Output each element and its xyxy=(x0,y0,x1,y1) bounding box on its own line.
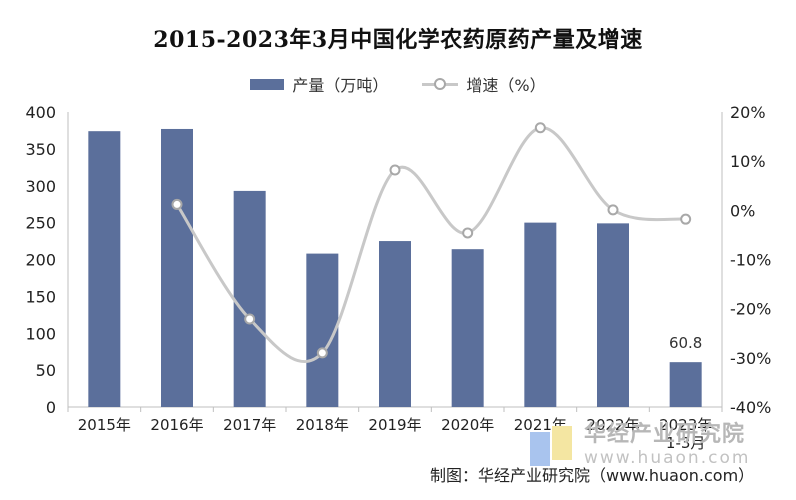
growth-point xyxy=(607,204,619,216)
growth-point xyxy=(462,227,474,239)
growth-point xyxy=(680,213,692,225)
y-left-tick-label: 350 xyxy=(25,140,56,159)
x-tick-label: 2017年 xyxy=(223,416,276,434)
x-tick-label: 1-3月 xyxy=(666,434,706,452)
legend-label-output: 产量（万吨） xyxy=(292,76,389,95)
bar xyxy=(233,190,266,407)
chart-title: 2015-2023年3月中国化学农药原药产量及增速 xyxy=(153,27,643,53)
bar xyxy=(669,362,702,407)
bar xyxy=(379,241,411,407)
growth-point xyxy=(389,164,401,176)
growth-line xyxy=(175,126,686,363)
bar xyxy=(88,131,121,408)
x-tick-label: 2019年 xyxy=(368,416,421,434)
y-left-tick-label: 50 xyxy=(36,361,56,380)
legend-label-growth: 增速（%） xyxy=(466,76,546,95)
x-tick-label: 2022年 xyxy=(586,416,639,434)
bar xyxy=(306,253,339,407)
watermark: 华经产业研究院 www.huaon.com xyxy=(530,424,750,467)
watermark-logo-icon xyxy=(530,425,576,466)
y-right-tick-label: -30% xyxy=(730,349,771,368)
growth-point xyxy=(534,122,546,134)
legend: 产量（万吨） 增速（%） xyxy=(0,72,796,96)
y-left-tick-label: 300 xyxy=(25,177,56,196)
legend-item-growth: 增速（%） xyxy=(422,72,546,96)
legend-item-output: 产量（万吨） xyxy=(250,72,388,96)
watermark-text: 华经产业研究院 xyxy=(584,422,746,447)
bar xyxy=(451,249,484,407)
bar xyxy=(597,223,629,407)
x-tick-label: 2018年 xyxy=(296,416,349,434)
y-right-tick-label: -20% xyxy=(730,300,771,319)
growth-point xyxy=(244,313,256,325)
source-note: 制图：华经产业研究院（www.huaon.com） xyxy=(430,466,755,485)
growth-point xyxy=(316,347,328,359)
data-label: 60.8 xyxy=(669,334,702,352)
y-right-tick-label: 20% xyxy=(730,103,766,122)
y-left-tick-label: 250 xyxy=(25,214,56,233)
y-right-tick-label: -40% xyxy=(730,398,771,417)
y-right-tick-label: -10% xyxy=(730,251,771,270)
y-left-tick-label: 200 xyxy=(25,251,56,270)
y-left-tick-label: 400 xyxy=(25,103,56,122)
y-left-tick-label: 100 xyxy=(25,324,56,343)
y-left-tick-label: 0 xyxy=(46,398,56,417)
growth-point xyxy=(171,198,183,210)
x-tick-label: 2015年 xyxy=(78,416,131,434)
x-tick-label: 2023年 xyxy=(659,416,712,434)
bar xyxy=(161,128,193,407)
watermark-url: www.huaon.com xyxy=(584,448,751,468)
legend-bar-swatch xyxy=(250,78,285,90)
y-left-tick-label: 150 xyxy=(25,287,56,306)
y-right-tick-label: 10% xyxy=(730,152,766,171)
legend-line-swatch xyxy=(422,78,459,90)
bar xyxy=(524,222,557,407)
x-tick-label: 2020年 xyxy=(441,416,494,434)
y-right-tick-label: 0% xyxy=(730,201,755,220)
x-tick-label: 2016年 xyxy=(150,416,203,434)
